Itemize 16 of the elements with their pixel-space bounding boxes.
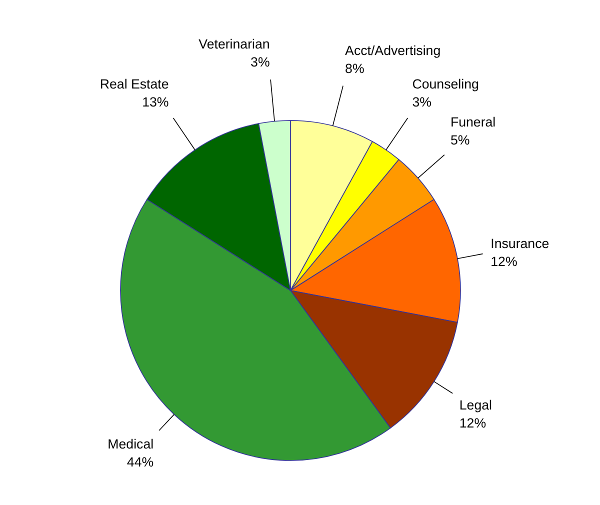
slice-label: Insurance bbox=[490, 236, 550, 251]
data-label: 3% bbox=[412, 94, 432, 110]
slice-label: Legal bbox=[459, 398, 492, 413]
data-label: 12% bbox=[490, 254, 518, 269]
data-label: 13% bbox=[142, 94, 169, 110]
slice-label: Funeral bbox=[450, 114, 496, 130]
data-label: 12% bbox=[459, 416, 486, 431]
slice-label: Acct/Advertising bbox=[345, 43, 441, 58]
slice-label: Counseling bbox=[412, 76, 479, 92]
data-label: 44% bbox=[126, 454, 154, 470]
data-label: 8% bbox=[345, 61, 364, 76]
data-label: 5% bbox=[450, 132, 470, 148]
slice-label: Real Estate bbox=[100, 76, 169, 92]
slice-label: Veterinarian bbox=[198, 36, 270, 52]
slice-label: Medical bbox=[108, 436, 154, 452]
data-label: 3% bbox=[250, 54, 270, 70]
